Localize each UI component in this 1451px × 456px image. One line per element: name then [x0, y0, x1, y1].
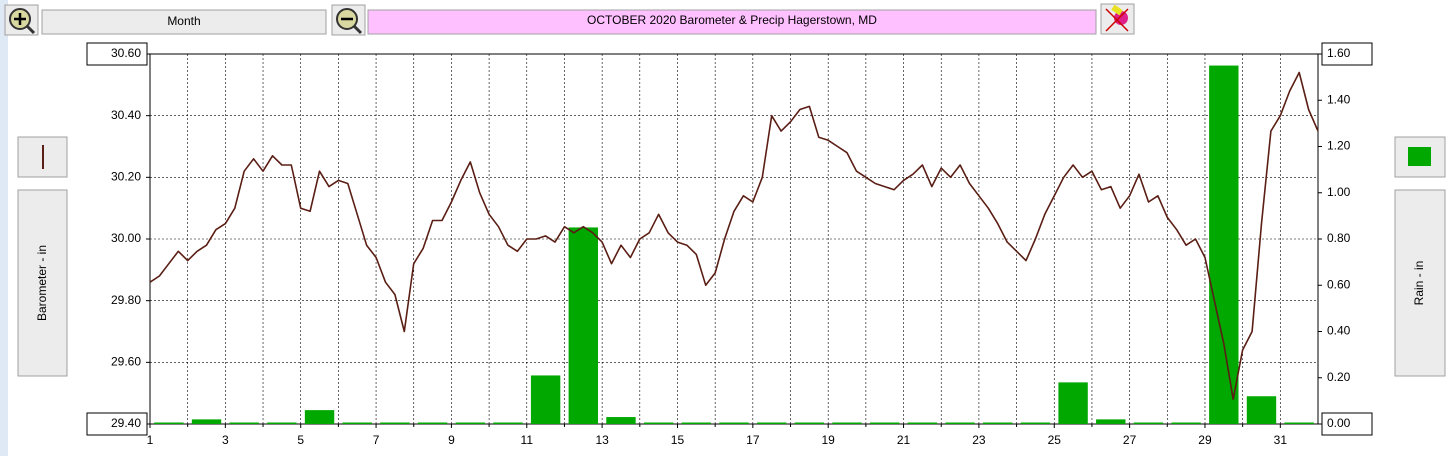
y-tick-box	[86, 42, 148, 66]
x-tick-label: 11	[521, 433, 534, 447]
x-tick-label: 29	[1198, 433, 1212, 447]
x-tick-label: 25	[1048, 433, 1062, 447]
y-tick-label: 30.60	[111, 46, 141, 60]
rain-bar	[945, 422, 975, 424]
x-tick-label: 1	[147, 433, 154, 447]
y2-tick-label: 0.60	[1327, 277, 1351, 291]
rain-bar	[530, 375, 561, 424]
x-tick-label: 21	[897, 433, 911, 447]
x-tick-label: 3	[222, 433, 229, 447]
window-edge	[0, 0, 8, 456]
rain-bar	[983, 422, 1013, 424]
y-tick-label: 29.40	[111, 416, 141, 430]
y2-tick-label: 1.00	[1327, 185, 1351, 199]
x-tick-label: 31	[1274, 433, 1288, 447]
rain-bar	[154, 422, 184, 424]
legend-bar-swatch	[1408, 147, 1431, 166]
rain-bar	[191, 419, 222, 424]
x-tick-label: 15	[671, 433, 685, 447]
rain-bar	[229, 422, 259, 424]
x-tick-label: 17	[746, 433, 760, 447]
rain-bar	[267, 422, 297, 424]
rain-bar	[380, 422, 410, 424]
y-tick-label: 30.20	[111, 170, 141, 184]
rain-bar	[681, 422, 712, 424]
rain-bar	[606, 417, 636, 424]
y2-tick-label: 0.20	[1327, 370, 1351, 384]
rain-bar	[719, 422, 749, 424]
y-tick-label: 29.80	[111, 293, 141, 307]
rain-bar	[794, 422, 825, 424]
rain-bar	[493, 422, 523, 424]
rain-bar	[1096, 419, 1126, 424]
x-tick-label: 27	[1123, 433, 1137, 447]
y-tick-label: 30.40	[111, 108, 141, 122]
period-label: Month	[167, 14, 200, 28]
title-box	[367, 9, 1097, 35]
tool-button[interactable]	[1100, 3, 1135, 35]
rain-bar	[455, 422, 485, 424]
x-tick-label: 13	[595, 433, 609, 447]
rain-bar	[756, 422, 787, 424]
y-tick-box	[86, 412, 148, 436]
zoom-out-button[interactable]	[331, 4, 366, 36]
rain-bar	[304, 410, 335, 424]
right-axis-button[interactable]: Rain - in	[1394, 189, 1446, 377]
y2-tick-box	[1321, 42, 1373, 66]
y-tick-label: 30.00	[111, 231, 141, 245]
y2-tick-box	[1321, 412, 1373, 436]
y2-tick-label: 1.40	[1327, 92, 1351, 106]
rain-bar	[832, 422, 862, 424]
rain-bar	[1246, 396, 1277, 424]
y2-tick-label: 0.40	[1327, 324, 1351, 338]
rain-bar	[870, 422, 900, 424]
rain-bar	[342, 422, 372, 424]
rain-bar	[643, 422, 674, 424]
chart-title: OCTOBER 2020 Barometer & Precip Hagersto…	[587, 13, 877, 27]
rain-bar	[1284, 422, 1314, 424]
y-tick-label: 29.60	[111, 355, 141, 369]
left-legend-button[interactable]	[17, 136, 68, 178]
y2-tick-label: 1.60	[1327, 46, 1351, 60]
rain-bar	[1133, 422, 1164, 424]
x-tick-label: 7	[373, 433, 380, 447]
barometer-line	[149, 71, 1319, 401]
x-tick-label: 19	[822, 433, 836, 447]
x-tick-label: 23	[972, 433, 986, 447]
rain-bar	[417, 422, 448, 424]
y2-tick-label: 1.20	[1327, 139, 1351, 153]
y2-tick-label: 0.80	[1327, 231, 1351, 245]
y2-tick-label: 0.00	[1327, 416, 1351, 430]
rain-bar	[1209, 65, 1239, 424]
rain-bar	[1058, 382, 1088, 424]
period-button[interactable]: Month	[41, 9, 327, 35]
rain-bar	[1171, 422, 1201, 424]
rain-bar	[568, 227, 598, 424]
x-tick-label: 5	[297, 433, 304, 447]
zoom-in-button[interactable]	[4, 4, 39, 36]
legend-label: Rain - in	[1412, 261, 1426, 306]
legend-label: Barometer - in	[35, 245, 49, 321]
right-legend-button[interactable]	[1394, 136, 1446, 178]
left-axis-button[interactable]: Barometer - in	[17, 189, 68, 377]
rain-bar	[907, 422, 938, 424]
rain-bar	[1020, 422, 1051, 424]
x-tick-label: 9	[448, 433, 455, 447]
